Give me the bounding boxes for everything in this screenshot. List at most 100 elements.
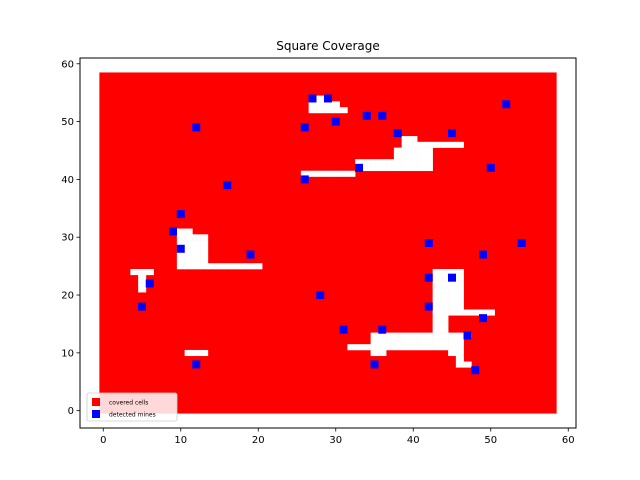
mine-marker <box>138 302 146 311</box>
uncovered-cell <box>145 269 154 276</box>
uncovered-cell <box>455 338 464 345</box>
mine-marker <box>424 239 433 247</box>
uncovered-cell <box>393 344 402 351</box>
mine-marker <box>308 94 317 103</box>
legend-box <box>86 392 178 422</box>
y-tick-label: 30 <box>61 233 74 244</box>
uncovered-cell <box>448 344 457 351</box>
mine-marker <box>378 111 387 120</box>
mine-marker <box>424 273 433 282</box>
mine-marker <box>169 227 177 236</box>
mines-layer <box>138 94 526 375</box>
uncovered-cell <box>200 349 209 357</box>
uncovered-cell <box>370 349 379 357</box>
uncovered-cell <box>432 321 441 328</box>
uncovered-cell <box>362 159 371 166</box>
uncovered-cell <box>355 344 364 351</box>
mine-marker <box>300 123 309 132</box>
uncovered-cell <box>432 274 441 281</box>
uncovered-cell <box>455 309 464 316</box>
uncovered-cell <box>455 361 464 368</box>
uncovered-cell <box>455 303 464 310</box>
uncovered-cell <box>424 153 433 160</box>
uncovered-cell <box>432 309 441 316</box>
chart-title: Square Coverage <box>276 39 380 53</box>
uncovered-cell <box>176 263 185 270</box>
uncovered-cell <box>440 303 449 310</box>
uncovered-cell <box>184 349 193 357</box>
uncovered-cell <box>417 344 426 351</box>
uncovered-cell <box>417 153 426 160</box>
uncovered-cell <box>386 338 395 345</box>
uncovered-cell <box>386 159 395 166</box>
uncovered-cell <box>393 159 402 166</box>
uncovered-cell <box>401 338 410 345</box>
uncovered-cell <box>440 286 449 293</box>
uncovered-cell <box>331 107 340 114</box>
uncovered-cell <box>417 159 426 166</box>
uncovered-cell <box>138 280 147 287</box>
uncovered-cell <box>184 245 193 252</box>
uncovered-cell <box>200 251 209 258</box>
uncovered-cell <box>324 101 333 108</box>
uncovered-cell <box>448 269 457 276</box>
covered-cells-region <box>99 72 557 414</box>
uncovered-cell <box>362 164 371 172</box>
uncovered-cell <box>231 263 240 270</box>
uncovered-cell <box>200 257 209 264</box>
uncovered-cell <box>417 147 426 154</box>
uncovered-cell <box>331 170 340 177</box>
mine-marker <box>246 250 255 259</box>
uncovered-cell <box>440 332 449 339</box>
uncovered-cell <box>355 159 364 166</box>
mine-marker <box>355 163 363 172</box>
x-tick-label: 50 <box>484 435 497 446</box>
uncovered-cell <box>409 338 418 345</box>
uncovered-cell <box>370 338 379 345</box>
uncovered-cell <box>370 344 379 351</box>
x-tick-label: 20 <box>252 435 265 446</box>
uncovered-cell <box>417 332 426 339</box>
uncovered-cell <box>424 164 433 172</box>
uncovered-cell <box>455 332 464 339</box>
uncovered-cell <box>432 332 441 339</box>
uncovered-cell <box>401 141 410 148</box>
uncovered-cell <box>401 164 410 172</box>
uncovered-cell <box>215 263 224 270</box>
uncovered-cell <box>440 315 449 322</box>
y-tick-label: 0 <box>68 406 74 417</box>
uncovered-cell <box>440 141 449 148</box>
mine-marker <box>300 175 309 184</box>
uncovered-cell <box>440 309 449 316</box>
uncovered-cell <box>448 349 457 357</box>
uncovered-cell <box>417 141 426 148</box>
mine-marker <box>502 100 511 109</box>
uncovered-cell <box>424 147 433 154</box>
y-tick-label: 10 <box>61 348 74 359</box>
uncovered-cell <box>316 170 325 177</box>
uncovered-cell <box>424 344 433 351</box>
mine-marker <box>192 123 201 132</box>
uncovered-cell <box>432 286 441 293</box>
uncovered-cell <box>192 234 201 241</box>
uncovered-cell <box>192 349 201 357</box>
uncovered-cell <box>448 280 457 287</box>
uncovered-cell <box>401 136 410 143</box>
uncovered-cell <box>409 332 418 339</box>
uncovered-cell <box>432 315 441 322</box>
uncovered-cell <box>440 326 449 333</box>
uncovered-cell <box>308 101 317 108</box>
uncovered-cell <box>393 164 402 172</box>
mine-marker <box>471 366 480 375</box>
uncovered-cell <box>362 344 371 351</box>
uncovered-cell <box>432 326 441 333</box>
x-tick-label: 40 <box>407 435 420 446</box>
uncovered-cell <box>440 292 449 299</box>
uncovered-cell <box>331 101 340 108</box>
uncovered-cell <box>316 95 325 102</box>
uncovered-cell <box>401 147 410 154</box>
mine-marker <box>316 291 325 300</box>
uncovered-cell <box>448 338 457 345</box>
uncovered-cell <box>401 344 410 351</box>
